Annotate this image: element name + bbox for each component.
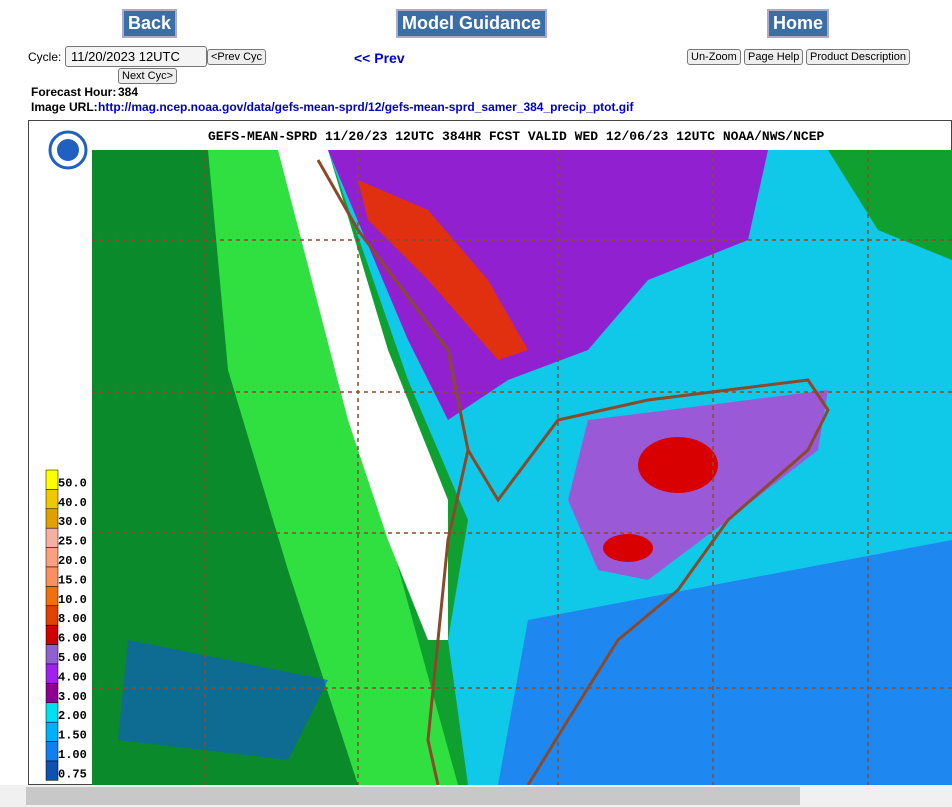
legend-swatch xyxy=(45,605,59,626)
cycle-label: Cycle: xyxy=(28,50,62,64)
legend-label: 10.0 xyxy=(58,593,87,607)
model-guidance-button[interactable]: Model Guidance xyxy=(396,9,548,38)
back-button[interactable]: Back xyxy=(122,9,178,38)
un-zoom-button[interactable]: Un-Zoom xyxy=(687,49,741,65)
legend-label: 8.00 xyxy=(58,612,87,626)
legend-label: 30.0 xyxy=(58,515,87,529)
next-cycle-button[interactable]: Next Cyc> xyxy=(118,68,178,84)
legend-label: 0.75 xyxy=(58,767,87,781)
legend-swatch xyxy=(45,489,59,510)
legend-swatch xyxy=(45,527,59,548)
legend-swatch xyxy=(45,547,59,568)
legend-label: 1.50 xyxy=(58,729,87,743)
legend-label: 2.00 xyxy=(58,709,87,723)
legend-swatch xyxy=(45,644,59,665)
legend-swatch xyxy=(45,683,59,704)
legend-label: 5.00 xyxy=(58,651,87,665)
legend-label: 6.00 xyxy=(58,632,87,646)
image-url-label: Image URL: xyxy=(31,100,98,114)
legend-label: 1.00 xyxy=(58,748,87,762)
legend-swatch xyxy=(45,469,59,490)
legend-swatch xyxy=(45,741,59,762)
legend-label: 40.0 xyxy=(58,496,87,510)
forecast-hour-label: Forecast Hour: xyxy=(31,85,117,99)
prev-cycle-button[interactable]: <Prev Cyc xyxy=(207,49,267,65)
legend-label: 25.0 xyxy=(58,535,87,549)
product-description-button[interactable]: Product Description xyxy=(806,49,910,65)
legend-swatch xyxy=(45,663,59,684)
legend-swatch xyxy=(45,586,59,607)
page-help-button[interactable]: Page Help xyxy=(744,49,804,65)
image-url-link[interactable]: http://mag.ncep.noaa.gov/data/gefs-mean-… xyxy=(98,100,634,114)
legend-swatch xyxy=(45,721,59,742)
legend-swatch xyxy=(45,760,59,781)
legend-label: 3.00 xyxy=(58,690,87,704)
forecast-map: GEFS-MEAN-SPRD 11/20/23 12UTC 384HR FCST… xyxy=(28,120,952,785)
map-title: GEFS-MEAN-SPRD 11/20/23 12UTC 384HR FCST… xyxy=(208,129,824,144)
legend-label: 4.00 xyxy=(58,670,87,684)
home-button[interactable]: Home xyxy=(767,9,830,38)
cycle-select[interactable]: 11/20/2023 12UTC xyxy=(65,46,207,67)
legend-swatch xyxy=(45,702,59,723)
prev-link[interactable]: << Prev xyxy=(354,50,405,66)
legend-label: 15.0 xyxy=(58,573,87,587)
legend-swatch xyxy=(45,508,59,529)
legend-label: 20.0 xyxy=(58,554,87,568)
legend-swatch xyxy=(45,566,59,587)
legend-label: 50.0 xyxy=(58,476,87,490)
legend-swatch xyxy=(45,624,59,645)
forecast-hour: 384 xyxy=(118,85,139,99)
scrollbar-thumb[interactable] xyxy=(26,787,800,805)
horizontal-scrollbar[interactable] xyxy=(0,785,952,807)
